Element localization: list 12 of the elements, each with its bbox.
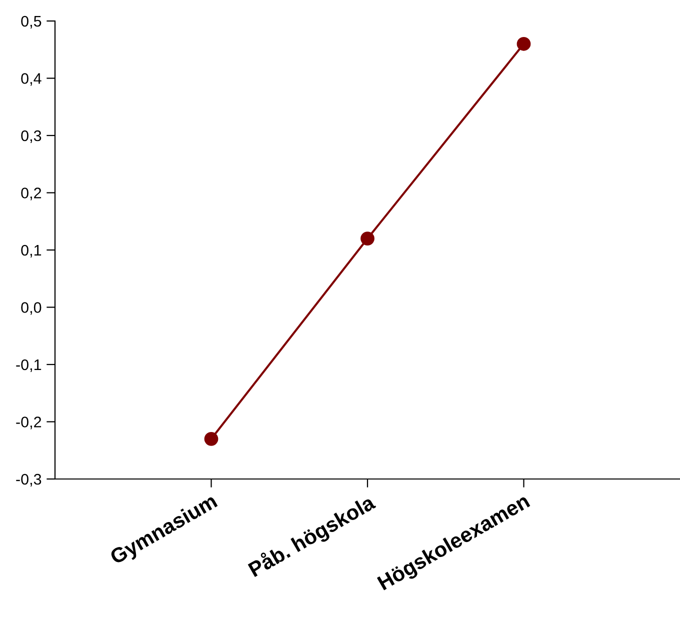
y-tick-label: 0,5 — [21, 16, 42, 28]
point — [516, 36, 531, 51]
y-tick-label: 0,1 — [21, 244, 42, 258]
y-tick-label: 0,2 — [21, 188, 42, 200]
y-tick-label: 0,3 — [21, 130, 42, 143]
y-tick-label: 0,0 — [21, 302, 42, 315]
y-tick-label: 0,4 — [21, 73, 42, 86]
point — [204, 432, 218, 446]
y-tick-label: -0,1 — [16, 359, 42, 372]
y-tick-label: -0,3 — [16, 474, 42, 486]
point — [360, 232, 374, 246]
y-tick-label: -0,2 — [16, 416, 42, 430]
